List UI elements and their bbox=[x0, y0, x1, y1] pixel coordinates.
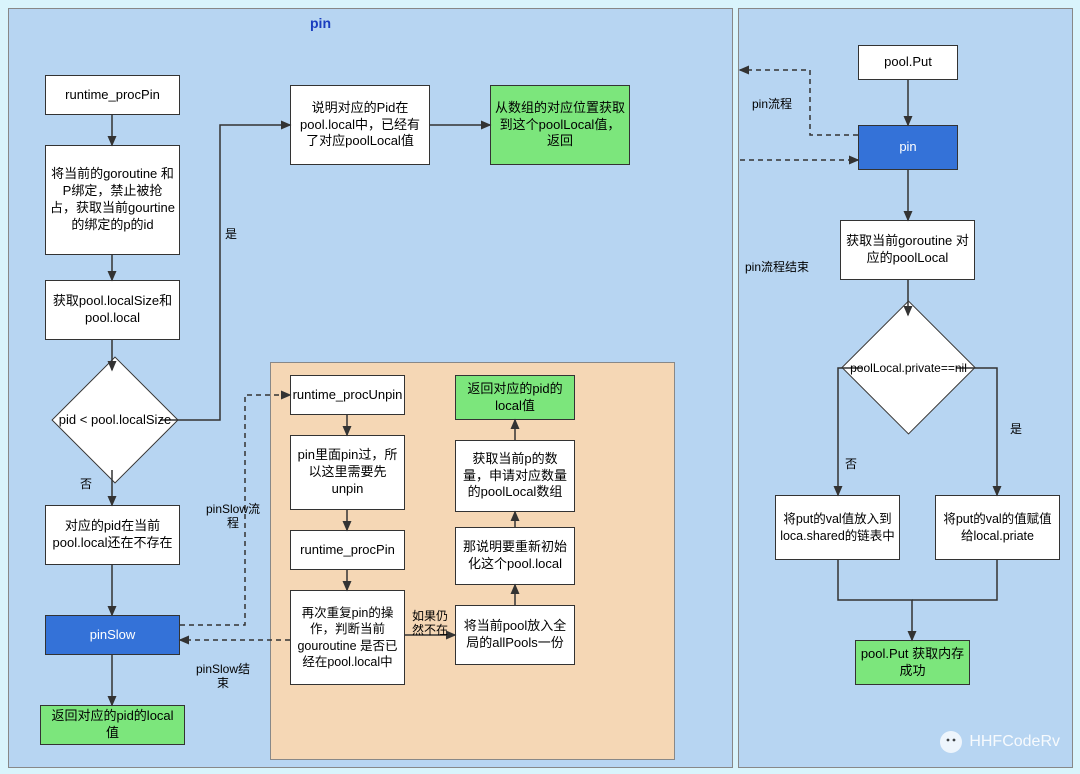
label-yes2: 是 bbox=[1010, 420, 1022, 437]
label-no1: 否 bbox=[80, 475, 92, 492]
diamond-privnil: poolLocal.private==nil bbox=[861, 320, 956, 415]
node-returnlocal: 返回对应的pid的local值 bbox=[40, 705, 185, 745]
node-getsize: 获取pool.localSize和pool.local bbox=[45, 280, 180, 340]
diamond-pidcond-text: pid < pool.localSize bbox=[52, 412, 178, 428]
node-pin2: pin bbox=[858, 125, 958, 170]
node-procpin: runtime_procPin bbox=[45, 75, 180, 115]
node-unpin: runtime_procUnpin bbox=[290, 375, 405, 415]
node-allpools: 将当前pool放入全局的allPools一份 bbox=[455, 605, 575, 665]
node-repeat: 再次重复pin的操作，判断当前 gouroutine 是否已经在pool.loc… bbox=[290, 590, 405, 685]
label-pinslowflow: pinSlow流程 bbox=[205, 502, 261, 531]
node-poolput: pool.Put bbox=[858, 45, 958, 80]
label-pinflow: pin流程 bbox=[752, 95, 792, 112]
diamond-privnil-text: poolLocal.private==nil bbox=[842, 360, 975, 374]
node-needunpin: pin里面pin过，所以这里需要先unpin bbox=[290, 435, 405, 510]
node-notexist: 对应的pid在当前pool.local还在不存在 bbox=[45, 505, 180, 565]
node-fromarray: 从数组的对应位置获取到这个poolLocal值，返回 bbox=[490, 85, 630, 165]
node-returnpid: 返回对应的pid的local值 bbox=[455, 375, 575, 420]
label-yes1: 是 bbox=[225, 225, 237, 242]
node-explain: 说明对应的Pid在pool.local中，已经有了对应poolLocal值 bbox=[290, 85, 430, 165]
watermark-text: HHFCodeRv bbox=[969, 733, 1060, 751]
label-no2: 否 bbox=[845, 455, 857, 472]
watermark: HHFCodeRv bbox=[939, 730, 1060, 754]
node-getcurrent: 获取当前goroutine 对应的poolLocal bbox=[840, 220, 975, 280]
node-success: pool.Put 获取内存成功 bbox=[855, 640, 970, 685]
wechat-icon bbox=[939, 730, 963, 754]
node-toprivate: 将put的val的值赋值给local.priate bbox=[935, 495, 1060, 560]
node-toshared: 将put的val值放入到loca.shared的链表中 bbox=[775, 495, 900, 560]
node-repin: runtime_procPin bbox=[290, 530, 405, 570]
pin-title: pin bbox=[310, 15, 331, 31]
label-pinflowend: pin流程结束 bbox=[745, 258, 809, 275]
diamond-pidcond: pid < pool.localSize bbox=[70, 375, 160, 465]
label-stillnot: 如果仍然不在 bbox=[410, 610, 450, 638]
label-pinslowend: pinSlow结束 bbox=[195, 662, 251, 691]
node-pinslow: pinSlow bbox=[45, 615, 180, 655]
node-bind: 将当前的goroutine 和 P绑定，禁止被抢占，获取当前gourtine的绑… bbox=[45, 145, 180, 255]
node-getcount: 获取当前p的数量，申请对应数量的poolLocal数组 bbox=[455, 440, 575, 512]
node-reinit: 那说明要重新初始化这个pool.local bbox=[455, 527, 575, 585]
